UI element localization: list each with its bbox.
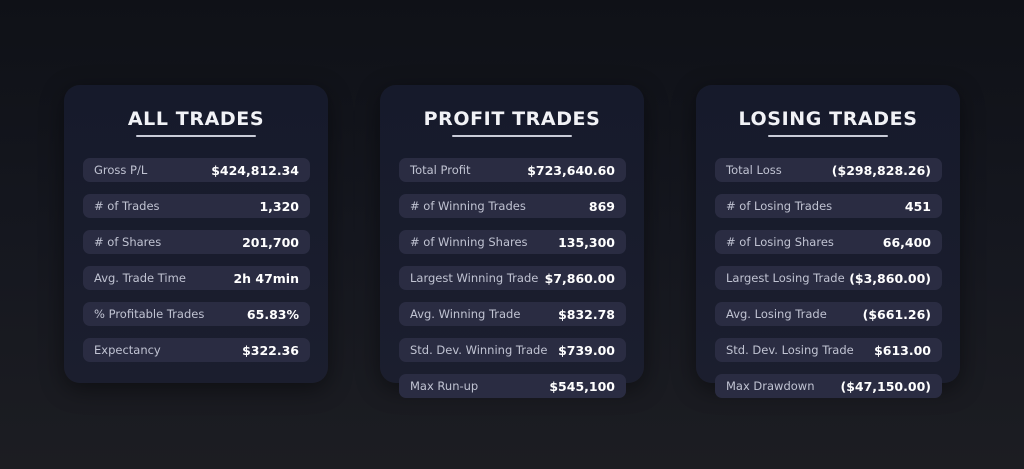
stat-value: $424,812.34: [211, 162, 299, 178]
stat-row-max-runup: Max Run-up $545,100: [399, 374, 626, 398]
stat-label: # of Winning Trades: [410, 199, 526, 213]
stat-label: # of Losing Shares: [726, 235, 834, 249]
stat-label: Total Loss: [726, 163, 782, 177]
stat-label: Std. Dev. Losing Trade: [726, 343, 854, 357]
stat-label: Largest Losing Trade: [726, 271, 845, 285]
stat-row-gross-pl: Gross P/L $424,812.34: [83, 158, 310, 182]
stat-value: 66,400: [882, 234, 931, 250]
all-trades-stats: Gross P/L $424,812.34 # of Trades 1,320 …: [83, 158, 310, 362]
stat-row-losing-shares: # of Losing Shares 66,400: [715, 230, 942, 254]
stat-label: % Profitable Trades: [94, 307, 205, 321]
stat-row-stddev-winning-trade: Std. Dev. Winning Trade $739.00: [399, 338, 626, 362]
stat-row-max-drawdown: Max Drawdown ($47,150.00): [715, 374, 942, 398]
stat-value: 869: [588, 198, 615, 214]
stat-row-num-shares: # of Shares 201,700: [83, 230, 310, 254]
profit-trades-stats: Total Profit $723,640.60 # of Winning Tr…: [399, 158, 626, 398]
stat-value: ($47,150.00): [840, 378, 931, 394]
stat-value: $739.00: [558, 342, 615, 358]
stat-label: # of Shares: [94, 235, 162, 249]
stat-value: $7,860.00: [544, 270, 615, 286]
stat-row-num-trades: # of Trades 1,320: [83, 194, 310, 218]
stat-label: # of Trades: [94, 199, 160, 213]
stat-value: $832.78: [558, 306, 615, 322]
all-trades-title: ALL TRADES: [127, 108, 265, 130]
stat-value: $322.36: [242, 342, 299, 358]
stat-row-total-profit: Total Profit $723,640.60: [399, 158, 626, 182]
stat-label: # of Winning Shares: [410, 235, 528, 249]
stat-label: Total Profit: [410, 163, 471, 177]
stat-value: 135,300: [558, 234, 615, 250]
stat-label: Avg. Trade Time: [94, 271, 186, 285]
profit-trades-title: PROFIT TRADES: [423, 108, 601, 130]
stat-row-stddev-losing-trade: Std. Dev. Losing Trade $613.00: [715, 338, 942, 362]
stat-row-avg-losing-trade: Avg. Losing Trade ($661.26): [715, 302, 942, 326]
stat-value: $613.00: [874, 342, 931, 358]
losing-trades-stats: Total Loss ($298,828.26) # of Losing Tra…: [715, 158, 942, 398]
stat-value: 1,320: [259, 198, 299, 214]
stat-value: 201,700: [242, 234, 299, 250]
stat-label: Max Run-up: [410, 379, 479, 393]
stat-value: $545,100: [549, 378, 615, 394]
stat-value: 451: [904, 198, 931, 214]
stat-row-expectancy: Expectancy $322.36: [83, 338, 310, 362]
stat-value: ($298,828.26): [831, 162, 931, 178]
stat-label: Avg. Losing Trade: [726, 307, 827, 321]
stat-row-winning-shares: # of Winning Shares 135,300: [399, 230, 626, 254]
stat-value: 2h 47min: [233, 270, 299, 286]
profit-trades-title-underline: [452, 135, 572, 137]
stat-label: Max Drawdown: [726, 379, 815, 393]
losing-trades-title: LOSING TRADES: [738, 108, 918, 130]
stat-row-winning-trades: # of Winning Trades 869: [399, 194, 626, 218]
stat-label: Largest Winning Trade: [410, 271, 539, 285]
all-trades-title-underline: [136, 135, 256, 137]
stat-value: 65.83%: [246, 306, 299, 322]
stat-row-largest-winning-trade: Largest Winning Trade $7,860.00: [399, 266, 626, 290]
stat-label: Std. Dev. Winning Trade: [410, 343, 548, 357]
stat-row-avg-winning-trade: Avg. Winning Trade $832.78: [399, 302, 626, 326]
losing-trades-title-underline: [768, 135, 888, 137]
stat-row-avg-trade-time: Avg. Trade Time 2h 47min: [83, 266, 310, 290]
stat-label: Expectancy: [94, 343, 161, 357]
stat-label: # of Losing Trades: [726, 199, 833, 213]
stat-value: ($661.26): [862, 306, 931, 322]
stat-label: Avg. Winning Trade: [410, 307, 521, 321]
stat-value: $723,640.60: [527, 162, 615, 178]
stat-row-total-loss: Total Loss ($298,828.26): [715, 158, 942, 182]
stat-row-losing-trades: # of Losing Trades 451: [715, 194, 942, 218]
stat-value: ($3,860.00): [849, 270, 931, 286]
stat-row-largest-losing-trade: Largest Losing Trade ($3,860.00): [715, 266, 942, 290]
stat-row-profitable-pct: % Profitable Trades 65.83%: [83, 302, 310, 326]
stat-label: Gross P/L: [94, 163, 148, 177]
